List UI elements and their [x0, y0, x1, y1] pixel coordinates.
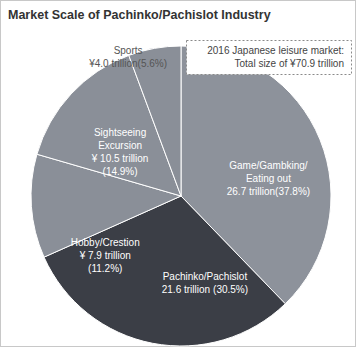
value-text: ¥ 10.5 trillion [91, 153, 149, 164]
value-label: ¥ 7.9 trillion [79, 250, 131, 261]
percent-text: (11.2%) [88, 263, 122, 274]
category-line: Pachinko/Pachislot [163, 271, 248, 282]
category-line: Eating out [246, 173, 291, 184]
category-label: Game/Gambking/Eating out [229, 160, 308, 184]
category-label: Sightseeing Excursion [94, 127, 146, 151]
percent-text: (37.8%) [275, 186, 310, 197]
value-text: 21.6 trillion [162, 284, 210, 295]
chart: Market Scale of Pachinko/Pachislot Indus… [0, 0, 356, 347]
slice-label: Hobby/Crestion ¥ 7.9 trillion (11.2%) [71, 237, 140, 274]
value-label: 26.7 trillion(37.8%) [227, 186, 310, 197]
category-line: Excursion [98, 140, 142, 151]
value-text: 26.7 trillion [227, 186, 275, 197]
annotation: 2016 Japanese leisure market: Total size … [187, 41, 352, 75]
annotation-text: Total size of ¥70.9 trillion [234, 58, 344, 69]
annotation-box [187, 41, 352, 75]
value-text: ¥ 7.9 trillion [79, 250, 131, 261]
pie [31, 46, 331, 346]
slice-label: Sightseeing Excursion ¥ 10.5 trillion (14.9… [91, 127, 149, 177]
value-label: ¥ 10.5 trillion [91, 153, 149, 164]
category-line: Sports [114, 45, 143, 56]
percent-text: (30.5%) [213, 284, 248, 295]
category-line: Game/Gambking/ [229, 160, 308, 171]
percent-text: (5.6%) [138, 58, 167, 69]
frame [1, 1, 356, 347]
category-line: Hobby/Crestion [71, 237, 140, 248]
slice-label: Game/Gambking/Eating out 26.7 trillion(37… [227, 160, 310, 197]
value-label: ¥4.0 trillion(5.6%) [88, 58, 167, 69]
category-label: Hobby/Crestion [71, 237, 140, 248]
value-label: 21.6 trillion(30.5%) [162, 284, 248, 295]
slice-label: Sports ¥4.0 trillion(5.6%) [88, 45, 167, 69]
value-text: ¥4.0 trillion [88, 58, 137, 69]
category-label: Pachinko/Pachislot [163, 271, 248, 282]
category-label: Sports [114, 45, 143, 56]
annotation-text: 2016 Japanese leisure market: [207, 45, 344, 56]
category-line: Sightseeing [94, 127, 146, 138]
title: Market Scale of Pachinko/Pachislot Indus… [8, 8, 271, 22]
percent-text: (14.9%) [103, 166, 138, 177]
slice-label: Pachinko/Pachislot 21.6 trillion(30.5%) [162, 271, 248, 295]
